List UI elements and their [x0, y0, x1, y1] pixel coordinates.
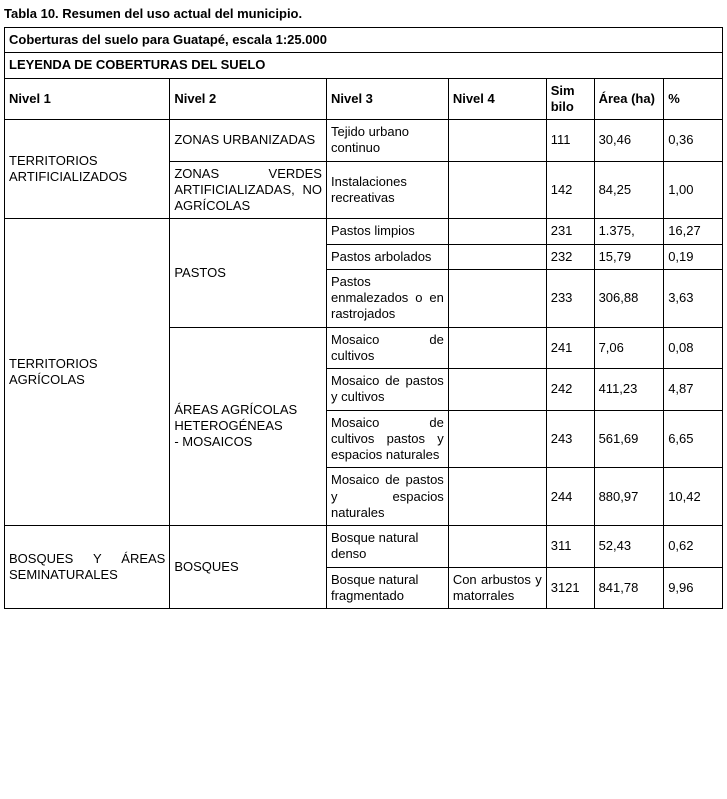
n3-cell: Bosque natural denso: [326, 526, 448, 568]
col-n2: Nivel 2: [170, 78, 327, 120]
pct-cell: 0,36: [664, 120, 723, 162]
n4-cell: [448, 468, 546, 526]
n4-cell: [448, 120, 546, 162]
sim-cell: 233: [546, 269, 594, 327]
col-area: Área (ha): [594, 78, 664, 120]
area-cell: 7,06: [594, 327, 664, 369]
n2-cell: PASTOS: [170, 219, 327, 327]
sim-cell: 241: [546, 327, 594, 369]
pct-cell: 10,42: [664, 468, 723, 526]
col-sim: Sim bilo: [546, 78, 594, 120]
col-n1: Nivel 1: [5, 78, 170, 120]
n1-cell: TERRITORIOS ARTIFICIALIZADOS: [5, 120, 170, 219]
n3-cell: Instalaciones recreativas: [326, 161, 448, 219]
n3-cell: Mosaico de cultivos: [326, 327, 448, 369]
area-cell: 84,25: [594, 161, 664, 219]
pct-cell: 6,65: [664, 410, 723, 468]
table-row: TERRITORIOS ARTIFICIALIZADOS ZONAS URBAN…: [5, 120, 723, 162]
n1-cell: TERRITORIOS AGRÍCOLAS: [5, 219, 170, 526]
n4-cell: [448, 526, 546, 568]
sim-cell: 243: [546, 410, 594, 468]
area-cell: 52,43: [594, 526, 664, 568]
area-cell: 306,88: [594, 269, 664, 327]
n4-cell: [448, 161, 546, 219]
header-scale-row: Coberturas del suelo para Guatapé, escal…: [5, 28, 723, 53]
table-title: Tabla 10. Resumen del uso actual del mun…: [4, 4, 723, 27]
sim-cell: 244: [546, 468, 594, 526]
n3-cell: Bosque natural fragmentado: [326, 567, 448, 609]
header-scale-cell: Coberturas del suelo para Guatapé, escal…: [5, 28, 723, 53]
n3-cell: Mosaico de pastos y espacios naturales: [326, 468, 448, 526]
area-cell: 1.375,: [594, 219, 664, 244]
n3-cell: Tejido urbano continuo: [326, 120, 448, 162]
n2-cell: ÁREAS AGRÍCOLAS HETEROGÉNEAS - MOSAICOS: [170, 327, 327, 526]
n4-cell: [448, 269, 546, 327]
n2-cell: ZONAS VERDES ARTIFICIALIZADAS, NO AGRÍCO…: [170, 161, 327, 219]
col-pct: %: [664, 78, 723, 120]
area-cell: 30,46: [594, 120, 664, 162]
area-cell: 841,78: [594, 567, 664, 609]
n3-cell: Pastos limpios: [326, 219, 448, 244]
pct-cell: 0,62: [664, 526, 723, 568]
area-cell: 561,69: [594, 410, 664, 468]
table-row: TERRITORIOS AGRÍCOLAS PASTOS Pastos limp…: [5, 219, 723, 244]
n3-cell: Mosaico de cultivos pastos y espacios na…: [326, 410, 448, 468]
n4-cell: Con arbustos y matorrales: [448, 567, 546, 609]
pct-cell: 16,27: [664, 219, 723, 244]
pct-cell: 3,63: [664, 269, 723, 327]
table-row: BOSQUES Y ÁREAS SEMINATURALES BOSQUES Bo…: [5, 526, 723, 568]
n3-cell: Pastos enmalezados o en rastrojados: [326, 269, 448, 327]
n4-cell: [448, 369, 546, 411]
land-cover-table: Coberturas del suelo para Guatapé, escal…: [4, 27, 723, 609]
pct-cell: 1,00: [664, 161, 723, 219]
area-cell: 15,79: [594, 244, 664, 269]
col-n4: Nivel 4: [448, 78, 546, 120]
pct-cell: 4,87: [664, 369, 723, 411]
legend-row: LEYENDA DE COBERTURAS DEL SUELO: [5, 53, 723, 78]
sim-cell: 242: [546, 369, 594, 411]
column-header-row: Nivel 1 Nivel 2 Nivel 3 Nivel 4 Sim bilo…: [5, 78, 723, 120]
sim-cell: 142: [546, 161, 594, 219]
n3-cell: Pastos arbolados: [326, 244, 448, 269]
sim-cell: 111: [546, 120, 594, 162]
n4-cell: [448, 410, 546, 468]
sim-cell: 231: [546, 219, 594, 244]
sim-cell: 3121: [546, 567, 594, 609]
n4-cell: [448, 327, 546, 369]
col-n3: Nivel 3: [326, 78, 448, 120]
area-cell: 880,97: [594, 468, 664, 526]
pct-cell: 0,08: [664, 327, 723, 369]
legend-cell: LEYENDA DE COBERTURAS DEL SUELO: [5, 53, 723, 78]
area-cell: 411,23: [594, 369, 664, 411]
pct-cell: 0,19: [664, 244, 723, 269]
n4-cell: [448, 244, 546, 269]
n2-cell: BOSQUES: [170, 526, 327, 609]
pct-cell: 9,96: [664, 567, 723, 609]
n2-cell: ZONAS URBANIZADAS: [170, 120, 327, 162]
n4-cell: [448, 219, 546, 244]
n1-cell: BOSQUES Y ÁREAS SEMINATURALES: [5, 526, 170, 609]
sim-cell: 311: [546, 526, 594, 568]
n3-cell: Mosaico de pastos y cultivos: [326, 369, 448, 411]
sim-cell: 232: [546, 244, 594, 269]
